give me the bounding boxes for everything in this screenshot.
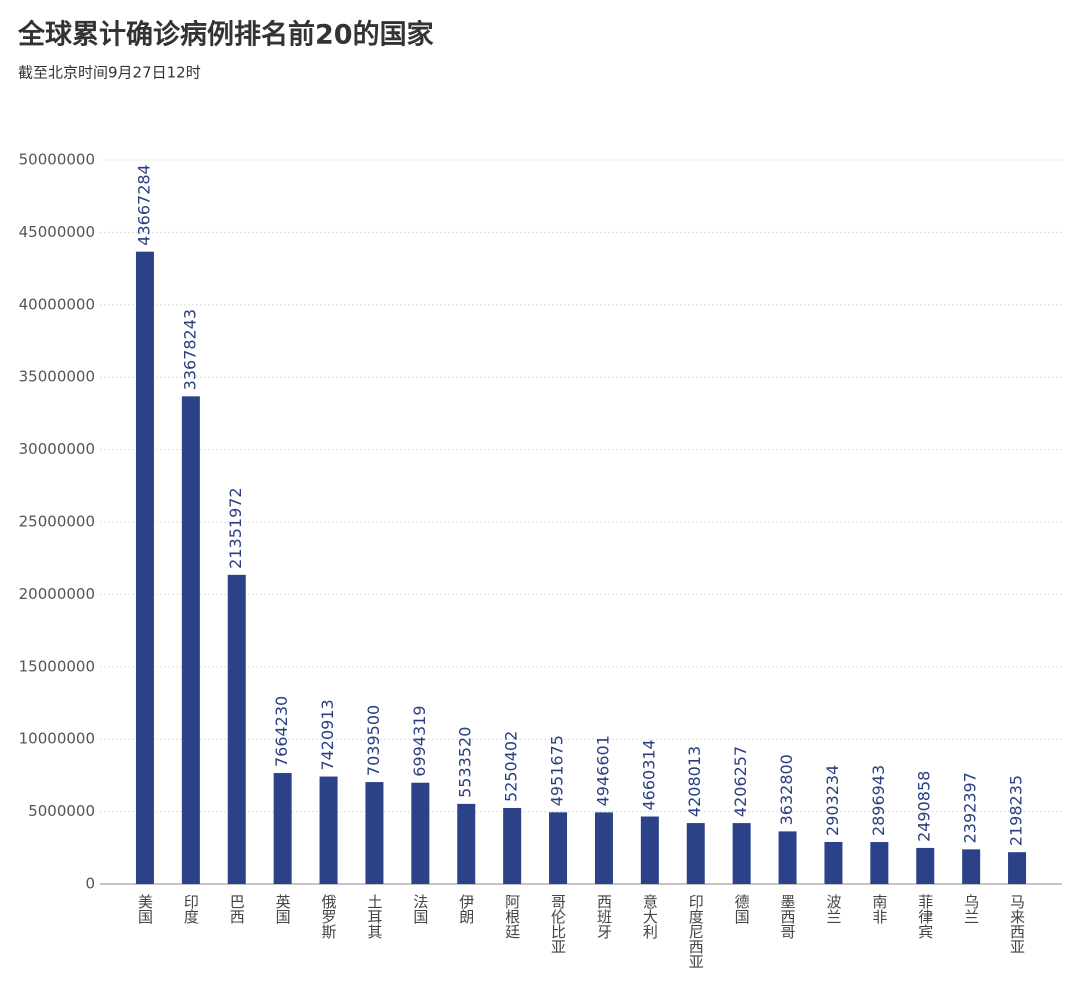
y-tick-label: 15000000 (19, 657, 95, 675)
bar (273, 773, 292, 884)
bar (181, 396, 200, 884)
chart-title: 全球累计确诊病例排名前20的国家 (17, 19, 434, 51)
x-tick-label: 土耳其 (365, 894, 383, 939)
value-label: 2392397 (961, 772, 980, 843)
value-label: 3632800 (777, 754, 796, 825)
x-tick-label: 马来西亚 (1008, 894, 1026, 954)
x-tick-label: 阿根廷 (503, 894, 521, 939)
bar (640, 816, 659, 884)
bar (732, 823, 751, 884)
x-tick-label: 伊朗 (457, 894, 475, 925)
bar (1008, 852, 1027, 884)
value-label: 4951675 (548, 735, 567, 806)
value-label: 43667284 (134, 164, 153, 245)
bar (594, 812, 613, 884)
x-tick-label: 俄罗斯 (320, 894, 338, 940)
x-tick-label: 英国 (274, 893, 292, 924)
x-tick-label: 南非 (870, 894, 888, 924)
bar (503, 807, 522, 884)
x-tick-label: 法国 (411, 894, 429, 924)
y-tick-label: 30000000 (19, 440, 95, 458)
value-label: 2896943 (869, 765, 888, 836)
x-tick-label: 波兰 (824, 894, 842, 924)
value-label: 6994319 (410, 705, 429, 776)
x-tick-label: 印度 (182, 894, 200, 924)
value-label: 4206257 (731, 746, 750, 817)
bar (457, 803, 476, 884)
y-tick-label: 35000000 (19, 368, 95, 386)
x-tick-label: 巴西 (228, 894, 246, 924)
bar (227, 574, 246, 884)
y-tick-label: 50000000 (19, 151, 95, 169)
value-label: 2198235 (1007, 775, 1026, 846)
value-label: 7039500 (364, 705, 383, 776)
y-tick-label: 40000000 (19, 295, 95, 313)
value-label: 4208013 (685, 746, 704, 817)
bar (870, 842, 889, 884)
bar (135, 251, 154, 884)
value-label: 33678243 (180, 309, 199, 390)
bar (778, 831, 797, 884)
y-tick-label: 5000000 (28, 802, 95, 820)
x-tick-label: 德国 (733, 893, 751, 924)
x-tick-label: 意大利 (641, 893, 659, 939)
y-tick-label: 20000000 (19, 585, 95, 603)
bar (686, 823, 705, 884)
x-tick-label: 菲律宾 (916, 894, 934, 939)
bar (962, 849, 981, 884)
value-label: 2903234 (823, 765, 842, 836)
bar (365, 782, 384, 884)
bar (411, 782, 430, 884)
bar (824, 841, 843, 884)
value-label: 2490858 (915, 771, 934, 842)
value-label: 5250402 (502, 731, 521, 802)
bar (549, 812, 568, 884)
y-tick-label: 45000000 (19, 223, 95, 241)
x-tick-label: 印度尼西亚 (687, 894, 705, 969)
value-label: 4946601 (593, 735, 612, 806)
value-label: 7664230 (272, 696, 291, 767)
y-tick-label: 0 (85, 875, 95, 893)
x-tick-label: 美国 (136, 894, 154, 924)
y-tick-label: 10000000 (19, 730, 95, 748)
value-label: 5533520 (456, 727, 475, 798)
x-tick-label: 哥伦比亚 (549, 894, 567, 954)
chart-subtitle: 截至北京时间9月27日12时 (18, 64, 201, 82)
value-label: 4660314 (639, 739, 658, 810)
x-tick-label: 墨西哥 (779, 894, 797, 939)
value-label: 7420913 (318, 699, 337, 770)
bar (916, 847, 935, 884)
x-tick-label: 乌兰 (962, 894, 980, 924)
value-label: 21351972 (226, 487, 245, 568)
bar (319, 776, 338, 884)
y-tick-label: 25000000 (19, 513, 95, 531)
x-tick-label: 西班牙 (595, 894, 613, 940)
